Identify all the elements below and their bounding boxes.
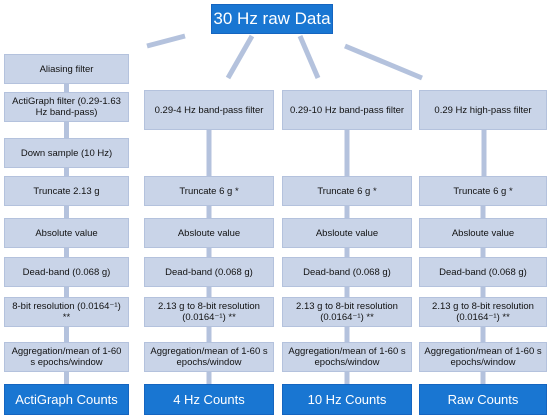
step-box: Absloute value [282, 218, 412, 248]
step-box: 0.29-10 Hz band-pass filter [282, 90, 412, 130]
step-box: Absloute value [419, 218, 547, 248]
output-box: 4 Hz Counts [144, 384, 274, 415]
step-box: Aggregation/mean of 1-60 s epochs/window [4, 342, 129, 372]
connector-source-col3 [297, 35, 321, 79]
connector-source-col1 [146, 33, 186, 49]
step-box: Dead-band (0.068 g) [4, 257, 129, 287]
step-box: Dead-band (0.068 g) [419, 257, 547, 287]
step-box: Truncate 2.13 g [4, 176, 129, 206]
step-box: Aggregation/mean of 1-60 s epochs/window [282, 342, 412, 372]
output-box: 10 Hz Counts [282, 384, 412, 415]
step-box: Truncate 6 g * [419, 176, 547, 206]
step-box: 8-bit resolution (0.0164⁻¹) ** [4, 297, 129, 327]
connector-source-col4 [344, 43, 423, 81]
step-box: Absolute value [4, 218, 129, 248]
step-box: Dead-band (0.068 g) [282, 257, 412, 287]
step-box: ActiGraph filter (0.29-1.63 Hz band-pass… [4, 92, 129, 122]
step-box: Aliasing filter [4, 54, 129, 84]
step-box: Absloute value [144, 218, 274, 248]
step-box: Dead-band (0.068 g) [144, 257, 274, 287]
step-box: 0.29-4 Hz band-pass filter [144, 90, 274, 130]
step-box: 0.29 Hz high-pass filter [419, 90, 547, 130]
source-box: 30 Hz raw Data [211, 4, 333, 34]
output-box: ActiGraph Counts [4, 384, 129, 415]
step-box: Aggregation/mean of 1-60 s epochs/window [144, 342, 274, 372]
step-box: Truncate 6 g * [282, 176, 412, 206]
step-box: 2.13 g to 8-bit resolution (0.0164⁻¹) ** [144, 297, 274, 327]
step-box: 2.13 g to 8-bit resolution (0.0164⁻¹) ** [419, 297, 547, 327]
step-box: Down sample (10 Hz) [4, 138, 129, 168]
connector-source-col2 [225, 34, 255, 80]
step-box: 2.13 g to 8-bit resolution (0.0164⁻¹) ** [282, 297, 412, 327]
step-box: Truncate 6 g * [144, 176, 274, 206]
step-box: Aggregation/mean of 1-60 s epochs/window [419, 342, 547, 372]
output-box: Raw Counts [419, 384, 547, 415]
